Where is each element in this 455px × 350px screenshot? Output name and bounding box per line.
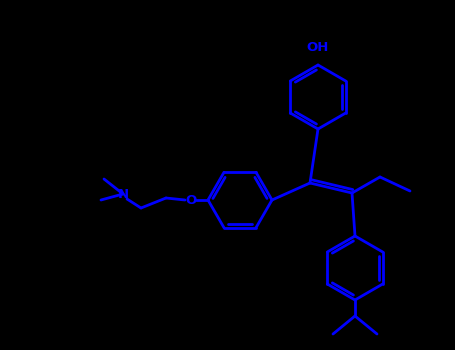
Text: OH: OH [307,41,329,54]
Text: O: O [185,194,197,206]
Text: N: N [117,188,129,201]
